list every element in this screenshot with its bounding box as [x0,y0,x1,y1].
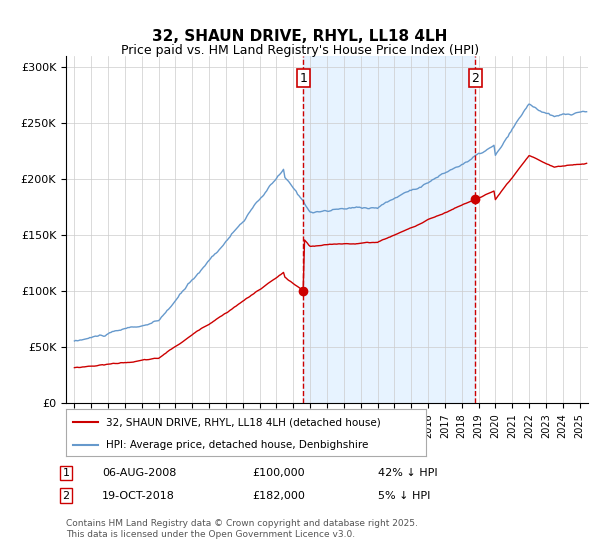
Text: 1: 1 [299,72,307,85]
Text: 06-AUG-2008: 06-AUG-2008 [102,468,176,478]
Text: 42% ↓ HPI: 42% ↓ HPI [378,468,437,478]
Text: 32, SHAUN DRIVE, RHYL, LL18 4LH (detached house): 32, SHAUN DRIVE, RHYL, LL18 4LH (detache… [106,417,380,427]
Text: Price paid vs. HM Land Registry's House Price Index (HPI): Price paid vs. HM Land Registry's House … [121,44,479,57]
Text: 1: 1 [62,468,70,478]
Text: 19-OCT-2018: 19-OCT-2018 [102,491,175,501]
Bar [304,56,475,403]
Text: 2: 2 [471,72,479,85]
Text: 32, SHAUN DRIVE, RHYL, LL18 4LH: 32, SHAUN DRIVE, RHYL, LL18 4LH [152,29,448,44]
Text: 5% ↓ HPI: 5% ↓ HPI [378,491,430,501]
Text: £182,000: £182,000 [252,491,305,501]
Text: HPI: Average price, detached house, Denbighshire: HPI: Average price, detached house, Denb… [106,440,368,450]
Text: Contains HM Land Registry data © Crown copyright and database right 2025.
This d: Contains HM Land Registry data © Crown c… [66,520,418,539]
Text: £100,000: £100,000 [252,468,305,478]
Text: 2: 2 [62,491,70,501]
